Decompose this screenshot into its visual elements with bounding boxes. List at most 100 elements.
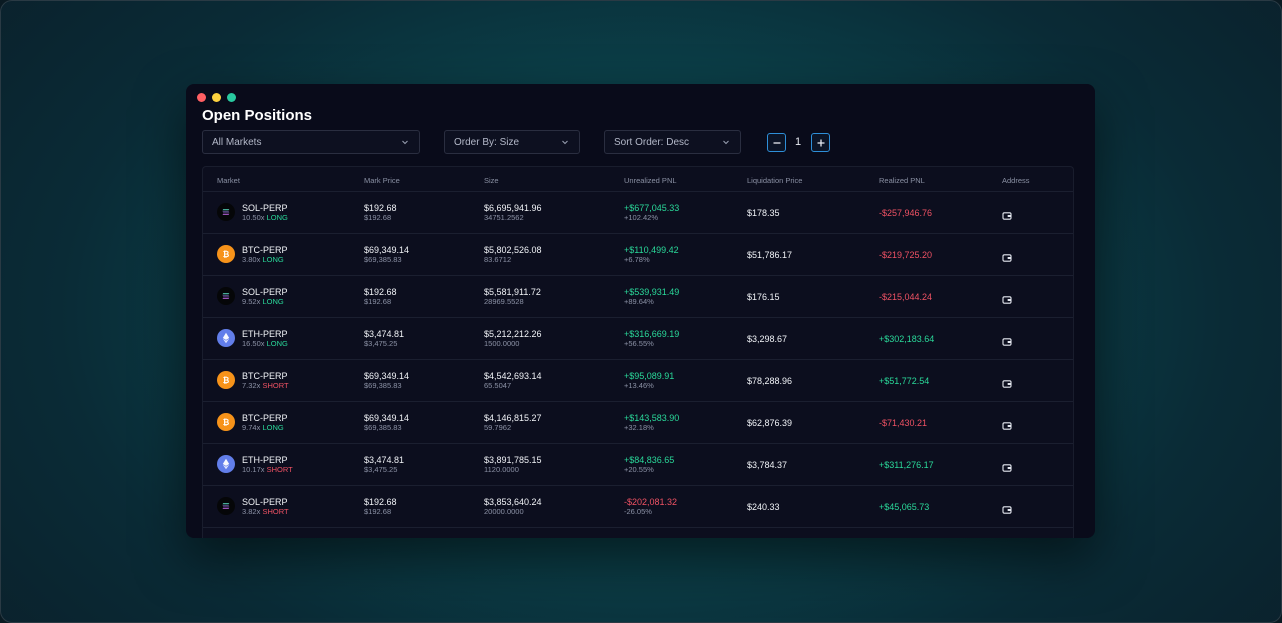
order-by-value: Order By: Size [454, 136, 520, 148]
increment-button[interactable] [811, 133, 830, 152]
mark-price-cell: $3,474.81 $3,475.25 [364, 455, 404, 475]
size-units: 65.5047 [484, 381, 512, 390]
table-row[interactable]: ETH-PERP 16.50x LONG $3,474.81 $3,475.25 $5,… [203, 318, 1073, 360]
market-cell: SOL-PERP 10.50x LONG [242, 203, 288, 223]
unrealized-pnl: +$316,669.19 [624, 329, 680, 339]
realized-pnl: +$302,183.64 [879, 334, 935, 344]
size-units: 83.6712 [484, 255, 512, 264]
unrealized-pnl-cell: +$143,583.90 +32.18% [624, 413, 679, 433]
table-row[interactable]: SOL-PERP 3.82x SHORT $192.68 $192.68 $3,853,… [203, 486, 1073, 528]
table-row[interactable]: ₿ BTC-PERP 9.74x LONG $69,349.14 $69,385.83 $… [203, 402, 1073, 444]
size-usd: $5,802,526.08 [484, 245, 542, 255]
wallet-icon[interactable] [1002, 208, 1012, 220]
order-by-select[interactable]: Order By: Size [444, 130, 580, 154]
wallet-icon[interactable] [1002, 292, 1012, 304]
index-price: $192.68 [364, 213, 392, 222]
leverage-info: 3.82x SHORT [242, 507, 289, 517]
unrealized-pnl-percent: +102.42% [624, 213, 658, 222]
mark-price-cell: $192.68 $192.68 [364, 287, 397, 307]
unrealized-pnl-cell: +$316,669.19 +56.55% [624, 329, 679, 349]
unrealized-pnl-percent: +20.55% [624, 465, 654, 474]
index-price: $69,385.83 [364, 255, 402, 264]
unrealized-pnl-percent: +56.55% [624, 339, 654, 348]
size-units: 1120.0000 [484, 465, 519, 474]
size-cell: $4,542,693.14 65.5047 [484, 371, 542, 391]
position-side: SHORT [262, 507, 289, 516]
decrement-button[interactable] [767, 133, 786, 152]
ethereum-icon [217, 329, 235, 347]
size-usd: $4,146,815.27 [484, 413, 542, 423]
position-side: LONG [262, 423, 284, 432]
wallet-icon[interactable] [1002, 250, 1012, 262]
market-cell: BTC-PERP 7.32x SHORT [242, 371, 289, 391]
table-row[interactable]: SOL-PERP 9.52x LONG $192.68 $192.68 $5,581,9… [203, 276, 1073, 318]
size-cell: $6,695,941.96 34751.2562 [484, 203, 542, 223]
mark-price-cell: $69,349.14 $69,385.83 [364, 413, 409, 433]
close-window-button[interactable] [197, 93, 206, 102]
chevron-down-icon [560, 137, 570, 147]
mark-price: $69,349.14 [364, 245, 410, 255]
market-cell: ETH-PERP 10.17x SHORT [242, 455, 293, 475]
size-units: 34751.2562 [484, 213, 524, 222]
wallet-icon[interactable] [1002, 418, 1012, 430]
leverage-info: 9.74x LONG [242, 423, 288, 433]
size-cell: $3,853,640.24 20000.0000 [484, 497, 542, 517]
mark-price: $192.68 [364, 203, 397, 213]
leverage: 16.50x [242, 339, 265, 348]
header-mark-price: Mark Price [364, 176, 400, 185]
liquidation-price: $51,786.17 [747, 250, 793, 260]
positions-table: Market Mark Price Size Unrealized PNL Li… [202, 166, 1074, 538]
market-filter-select[interactable]: All Markets [202, 130, 420, 154]
minimize-window-button[interactable] [212, 93, 221, 102]
leverage: 10.17x [242, 465, 265, 474]
leverage-info: 10.50x LONG [242, 213, 288, 223]
leverage: 9.52x [242, 297, 261, 306]
header-realized-pnl: Realized PNL [879, 176, 925, 185]
sort-order-select[interactable]: Sort Order: Desc [604, 130, 741, 154]
index-price: $69,385.83 [364, 423, 402, 432]
leverage-info: 9.52x LONG [242, 297, 288, 307]
sort-order-value: Sort Order: Desc [614, 136, 690, 148]
wallet-icon[interactable] [1002, 460, 1012, 472]
ethereum-icon [217, 455, 235, 473]
bitcoin-icon: ₿ [217, 245, 235, 263]
size-units: 20000.0000 [484, 507, 524, 516]
wallet-icon[interactable] [1002, 376, 1012, 388]
header-unrealized-pnl: Unrealized PNL [624, 176, 677, 185]
mark-price-cell: $69,349.14 $69,385.83 [364, 371, 409, 391]
leverage-info: 16.50x LONG [242, 339, 288, 349]
mark-price: $192.68 [364, 287, 397, 297]
position-side: LONG [262, 255, 284, 264]
table-row[interactable]: ₿ BTC-PERP 7.32x SHORT $69,349.14 $69,385.83… [203, 360, 1073, 402]
index-price: $3,475.25 [364, 465, 398, 474]
realized-pnl: -$257,946.76 [879, 208, 933, 218]
size-cell: $3,891,785.15 1120.0000 [484, 455, 542, 475]
mark-price: $69,349.14 [364, 413, 410, 423]
maximize-window-button[interactable] [227, 93, 236, 102]
mark-price: $69,349.14 [364, 371, 410, 381]
wallet-icon[interactable] [1002, 502, 1012, 514]
unrealized-pnl: +$84,836.65 [624, 455, 675, 465]
market-cell: SOL-PERP 3.82x SHORT [242, 497, 289, 517]
table-row[interactable]: SOL-PERP 10.50x LONG $192.68 $192.68 $6,695,… [203, 192, 1073, 234]
table-row[interactable]: ETH-PERP 10.17x SHORT $3,474.81 $3,475.25 $3… [203, 444, 1073, 486]
svg-text:₿: ₿ [223, 376, 230, 385]
leverage-info: 3.80x LONG [242, 255, 288, 265]
minus-icon [773, 141, 780, 144]
realized-pnl: -$71,430.21 [879, 418, 928, 428]
bitcoin-icon: ₿ [217, 371, 235, 389]
size-cell: $5,212,212.26 1500.0000 [484, 329, 542, 349]
size-usd: $3,853,640.24 [484, 497, 542, 507]
wallet-icon[interactable] [1002, 334, 1012, 346]
mark-price-cell: $3,474.81 $3,475.25 [364, 329, 404, 349]
market-filter-value: All Markets [212, 136, 262, 148]
size-usd: $6,695,941.96 [484, 203, 542, 213]
market-name: BTC-PERP [242, 371, 288, 381]
table-row[interactable]: ₿ BTC-PERP 3.80x LONG $69,349.14 $69,385.83 $… [203, 234, 1073, 276]
svg-text:₿: ₿ [223, 418, 230, 427]
market-name: BTC-PERP [242, 245, 288, 255]
liquidation-price: $240.33 [747, 502, 780, 512]
size-usd: $5,212,212.26 [484, 329, 542, 339]
index-price: $3,475.25 [364, 339, 398, 348]
leverage: 10.50x [242, 213, 265, 222]
